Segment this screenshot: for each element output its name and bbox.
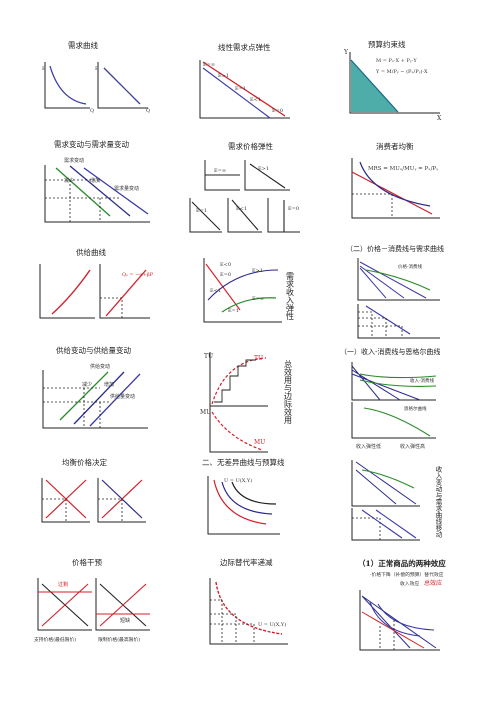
svg-text:E=0: E=0: [288, 206, 299, 212]
svg-text:E<1: E<1: [250, 97, 261, 103]
panel-consumer-equilibrium: 消费者均衡 MRS = MUₓ/MUᵧ = Pₓ/Pᵧ: [351, 141, 440, 219]
svg-text:供给变动: 供给变动: [90, 363, 110, 370]
panel-title: 预算约束线: [368, 39, 406, 49]
svg-text:MRS = MUₓ/MUᵧ = Pₓ/Pᵧ: MRS = MUₓ/MUᵧ = Pₓ/Pᵧ: [368, 166, 438, 172]
svg-text:E>1: E>1: [218, 73, 229, 79]
panel-title: （二）价格－消费线与需求曲线: [346, 244, 444, 253]
panel-total-marginal-utility: TU TU MU MU 总效用与边际效用: [200, 352, 293, 453]
svg-text:E<1: E<1: [210, 288, 221, 294]
svg-text:收入-消费线: 收入-消费线: [410, 377, 435, 384]
svg-text:减少: 减少: [64, 177, 74, 184]
panel-demand-curve: 需求曲线 P Q P Q: [42, 40, 150, 114]
svg-text:限制价格(最高限价): 限制价格(最高限价): [98, 636, 140, 643]
svg-text:E=∞: E=∞: [252, 296, 264, 302]
svg-text:需求变动: 需求变动: [64, 157, 84, 164]
panel-title-vertical: 收入变动与需求曲线移动: [434, 465, 442, 539]
panel-price-intervention: 价格干预 过剩 短缺 支持价格(最低限价) 限制价格(最高限价): [34, 557, 150, 643]
axes: [97, 62, 148, 109]
svg-text:E=0: E=0: [220, 272, 231, 278]
panel-title: 边际替代率递减: [220, 557, 273, 567]
svg-text:增加: 增加: [90, 177, 100, 184]
svg-text:总效应: 总效应: [424, 579, 442, 587]
panel-title: 价格干预: [72, 557, 102, 567]
panel-demand-price-elasticity: 需求价格弹性 E=∞ E>1 E=1 E<1 E=0: [189, 141, 300, 233]
svg-text:Y: Y: [343, 49, 349, 56]
svg-text:过剩: 过剩: [58, 581, 68, 588]
svg-text:E=0: E=0: [272, 108, 283, 114]
svg-text:减少: 减少: [82, 381, 92, 388]
panel-title: （1）正常商品的两种效应: [358, 558, 446, 568]
linear-demand: [103, 67, 141, 105]
svg-text:P: P: [95, 66, 99, 72]
panel-supply-shift: 供给变动与供给量变动 供给变动 减少 增加 供给量变动: [42, 345, 148, 429]
svg-text:P: P: [42, 66, 46, 72]
svg-text:收入效应: 收入效应: [400, 580, 419, 587]
svg-text:短缺: 短缺: [120, 617, 130, 624]
svg-text:Qₛ = −α+βP: Qₛ = −α+βP: [122, 272, 154, 278]
svg-text:恩格尔曲线: 恩格尔曲线: [404, 405, 427, 412]
svg-text:收入弹性高: 收入弹性高: [400, 443, 425, 450]
panel-income-elasticity: E<0 E=0 E>1 E<1 E=∞ E=1 需求收入弹性: [203, 258, 295, 323]
panel-title-vertical: 总效用与边际效用: [284, 359, 293, 425]
panel-linear-point-elasticity: 线性需求点弹性 E=∞ E>1 E=1 E<1 E=0: [199, 42, 290, 119]
svg-text:价格-消费线: 价格-消费线: [398, 263, 423, 270]
axes: [44, 62, 90, 109]
panel-equilibrium-price: 均衡价格决定: [41, 457, 146, 523]
panel-title-vertical: 需求收入弹性: [286, 272, 295, 320]
panel-title: 线性需求点弹性: [218, 42, 271, 52]
svg-text:U = U(X,Y): U = U(X,Y): [224, 477, 252, 484]
panel-title: 需求变动与需求量变动: [54, 139, 129, 149]
panel-title: 均衡价格决定: [62, 457, 107, 467]
svg-text:增加: 增加: [104, 381, 114, 388]
svg-text:Q: Q: [146, 108, 150, 114]
svg-text:U = U(X,Y): U = U(X,Y): [258, 621, 286, 628]
panel-indifference-budget: 二、无差异曲线与预算线 U = U(X,Y): [202, 457, 285, 535]
svg-text:需求量变动: 需求量变动: [114, 185, 139, 192]
svg-text:E=1: E=1: [235, 86, 246, 92]
svg-text:Q: Q: [90, 108, 94, 114]
svg-text:X: X: [437, 115, 442, 122]
panel-title: 二、无差异曲线与预算线: [202, 457, 285, 467]
panel-budget-constraint: 预算约束线 M = Pₓ·X + Pᵧ·Y Y = M/Pᵧ − (Pₓ/Pᵧ)…: [343, 39, 442, 122]
svg-text:收入弹性低: 收入弹性低: [356, 443, 381, 450]
panel-title: 消费者均衡: [376, 141, 414, 151]
svg-text:E=∞: E=∞: [214, 168, 226, 174]
svg-text:MU: MU: [254, 439, 265, 446]
svg-text:供给量变动: 供给量变动: [110, 393, 135, 400]
panel-income-demand-shift: 收入变动与需求曲线移动: [351, 460, 442, 541]
panel-title: 需求曲线: [68, 40, 98, 50]
svg-text:E>1: E>1: [258, 166, 269, 172]
svg-text:M = Pₓ·X + Pᵧ·Y: M = Pₓ·X + Pᵧ·Y: [376, 58, 417, 64]
svg-text:E<1: E<1: [236, 206, 247, 212]
svg-text:E<0: E<0: [220, 262, 231, 268]
panel-title: 供给变动与供给量变动: [56, 345, 131, 355]
panel-normal-good-effects: （1）正常商品的两种效应 ·价格下降（补偿的预算）替代效应 收入效应 总效应: [358, 558, 446, 651]
panel-icc-engel: （一）收入-消费线与恩格尔曲线 收入-消费线 恩格尔曲线 收入弹性低 收入弹性高: [340, 347, 440, 450]
panel-demand-shift: 需求变动与需求量变动 需求变动 减少 增加 需求量变动: [44, 139, 150, 223]
demand-curve: [49, 65, 87, 105]
panel-diminishing-mrs: 边际替代率递减 U = U(X,Y): [209, 557, 288, 645]
svg-text:Y = M/Pᵧ − (Pₓ/Pᵧ)·X: Y = M/Pᵧ − (Pₓ/Pᵧ)·X: [375, 68, 428, 75]
svg-text:E>1: E>1: [252, 268, 263, 274]
svg-text:E=∞: E=∞: [203, 62, 215, 68]
svg-text:支持价格(最低限价): 支持价格(最低限价): [34, 636, 76, 643]
demand-line: [202, 61, 286, 117]
svg-text:E=1: E=1: [228, 308, 239, 314]
panel-title: 需求价格弹性: [228, 141, 273, 151]
panel-title: 供给曲线: [76, 247, 106, 257]
svg-text:·价格下降（补偿的预算）替代效应: ·价格下降（补偿的预算）替代效应: [370, 571, 444, 578]
svg-text:MU: MU: [200, 409, 211, 416]
svg-text:E=1: E=1: [196, 208, 207, 214]
panel-pcc-demand: （二）价格－消费线与需求曲线 价格-消费线: [346, 244, 444, 339]
panel-supply-curve: 供给曲线 Qₛ = −α+βP: [39, 247, 154, 319]
svg-text:TU: TU: [254, 355, 263, 362]
svg-text:TU: TU: [204, 353, 213, 360]
panel-title: （一）收入-消费线与恩格尔曲线: [340, 347, 440, 356]
